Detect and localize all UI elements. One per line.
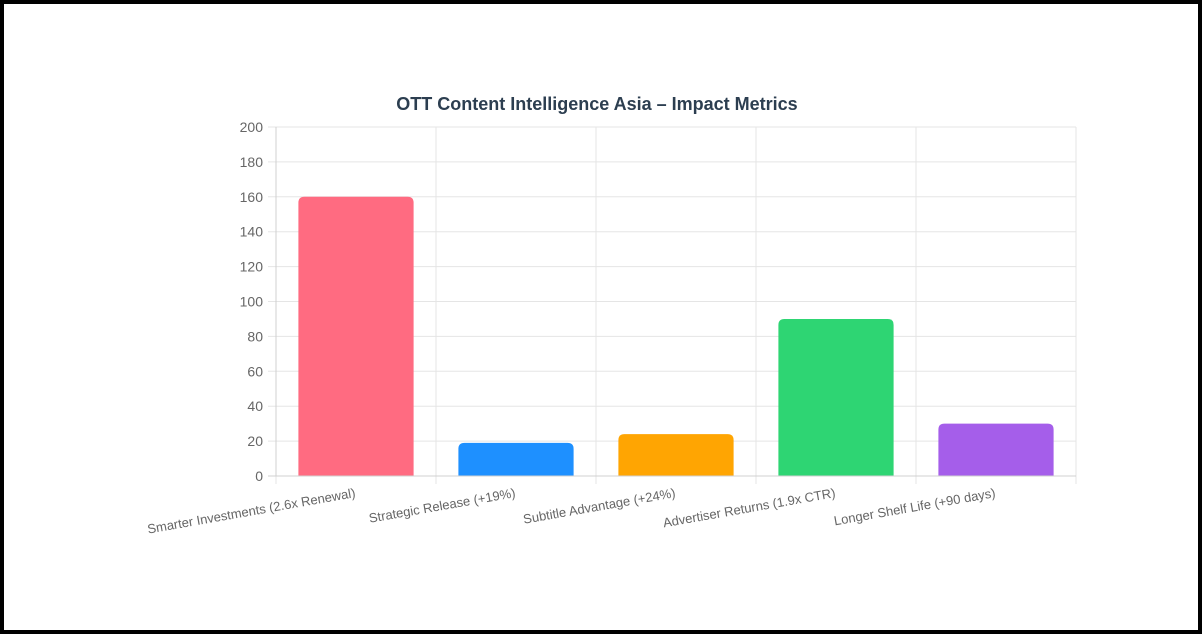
bar <box>618 434 734 476</box>
bar <box>938 423 1054 476</box>
y-tick-label: 120 <box>240 259 264 275</box>
x-category-label: Strategic Release (+19%) <box>368 485 517 526</box>
y-tick-label: 40 <box>247 398 263 414</box>
y-tick-label: 160 <box>240 189 264 205</box>
bar <box>298 196 414 477</box>
y-tick-label: 200 <box>240 119 264 135</box>
bars <box>298 196 1054 477</box>
bar <box>778 318 894 476</box>
chart-title: OTT Content Intelligence Asia – Impact M… <box>396 94 797 114</box>
x-axis: Smarter Investments (2.6x Renewal) Strate… <box>146 475 1076 537</box>
y-tick-label: 180 <box>240 154 264 170</box>
y-tick-label: 80 <box>247 328 263 344</box>
y-axis: 0 20 40 60 80 100 120 140 160 180 200 <box>240 119 277 484</box>
y-tick-label: 100 <box>240 294 264 310</box>
y-tick-label: 140 <box>240 224 264 240</box>
y-tick-label: 20 <box>247 433 263 449</box>
y-tick-label: 60 <box>247 363 263 379</box>
y-tick-label: 0 <box>255 468 263 484</box>
bar <box>458 442 574 476</box>
x-category-label: Subtitle Advantage (+24%) <box>522 485 677 527</box>
x-category-label: Advertiser Returns (1.9x CTR) <box>662 485 837 530</box>
x-category-label: Smarter Investments (2.6x Renewal) <box>146 485 356 536</box>
x-category-label: Longer Shelf Life (+90 days) <box>833 485 997 528</box>
